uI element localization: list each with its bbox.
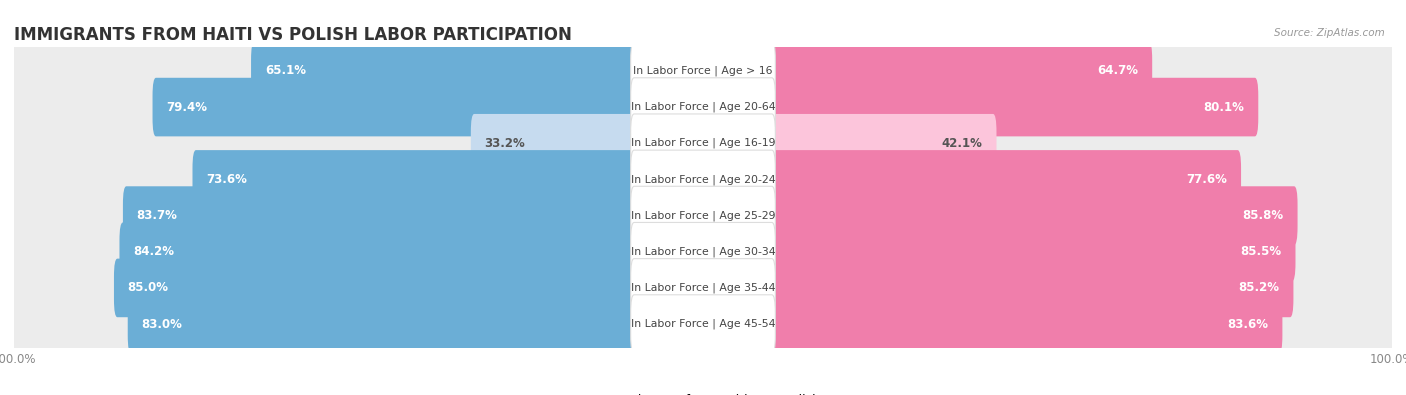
FancyBboxPatch shape bbox=[252, 41, 706, 100]
FancyBboxPatch shape bbox=[631, 41, 775, 100]
FancyBboxPatch shape bbox=[11, 115, 1395, 171]
Text: 84.2%: 84.2% bbox=[134, 245, 174, 258]
FancyBboxPatch shape bbox=[471, 114, 706, 173]
Text: 65.1%: 65.1% bbox=[264, 64, 307, 77]
FancyBboxPatch shape bbox=[700, 114, 997, 173]
FancyBboxPatch shape bbox=[11, 151, 1395, 207]
Text: In Labor Force | Age > 16: In Labor Force | Age > 16 bbox=[633, 66, 773, 76]
FancyBboxPatch shape bbox=[11, 188, 1395, 244]
FancyBboxPatch shape bbox=[11, 224, 1395, 280]
Text: In Labor Force | Age 35-44: In Labor Force | Age 35-44 bbox=[631, 283, 775, 293]
Text: 83.6%: 83.6% bbox=[1227, 318, 1268, 331]
FancyBboxPatch shape bbox=[11, 260, 1395, 316]
Text: 77.6%: 77.6% bbox=[1187, 173, 1227, 186]
Text: 64.7%: 64.7% bbox=[1098, 64, 1139, 77]
FancyBboxPatch shape bbox=[631, 186, 775, 245]
FancyBboxPatch shape bbox=[122, 186, 706, 245]
FancyBboxPatch shape bbox=[700, 295, 1282, 354]
Text: 85.2%: 85.2% bbox=[1239, 281, 1279, 294]
FancyBboxPatch shape bbox=[11, 79, 1395, 135]
FancyBboxPatch shape bbox=[152, 78, 706, 136]
FancyBboxPatch shape bbox=[120, 222, 706, 281]
Text: In Labor Force | Age 20-24: In Labor Force | Age 20-24 bbox=[631, 174, 775, 185]
Text: IMMIGRANTS FROM HAITI VS POLISH LABOR PARTICIPATION: IMMIGRANTS FROM HAITI VS POLISH LABOR PA… bbox=[14, 26, 572, 44]
Text: 83.7%: 83.7% bbox=[136, 209, 177, 222]
FancyBboxPatch shape bbox=[700, 78, 1258, 136]
Text: 42.1%: 42.1% bbox=[942, 137, 983, 150]
Text: In Labor Force | Age 16-19: In Labor Force | Age 16-19 bbox=[631, 138, 775, 149]
Text: In Labor Force | Age 25-29: In Labor Force | Age 25-29 bbox=[631, 210, 775, 221]
Text: In Labor Force | Age 20-64: In Labor Force | Age 20-64 bbox=[631, 102, 775, 112]
FancyBboxPatch shape bbox=[114, 259, 706, 317]
Text: 33.2%: 33.2% bbox=[485, 137, 526, 150]
FancyBboxPatch shape bbox=[631, 150, 775, 209]
Text: 85.8%: 85.8% bbox=[1243, 209, 1284, 222]
FancyBboxPatch shape bbox=[700, 259, 1294, 317]
Text: 79.4%: 79.4% bbox=[166, 101, 207, 114]
FancyBboxPatch shape bbox=[631, 222, 775, 281]
FancyBboxPatch shape bbox=[631, 114, 775, 173]
FancyBboxPatch shape bbox=[631, 78, 775, 136]
Text: In Labor Force | Age 30-34: In Labor Force | Age 30-34 bbox=[631, 246, 775, 257]
FancyBboxPatch shape bbox=[700, 41, 1152, 100]
FancyBboxPatch shape bbox=[700, 222, 1295, 281]
FancyBboxPatch shape bbox=[700, 150, 1241, 209]
FancyBboxPatch shape bbox=[631, 295, 775, 354]
Text: 83.0%: 83.0% bbox=[142, 318, 183, 331]
FancyBboxPatch shape bbox=[700, 186, 1298, 245]
Text: 85.0%: 85.0% bbox=[128, 281, 169, 294]
FancyBboxPatch shape bbox=[11, 43, 1395, 99]
Text: In Labor Force | Age 45-54: In Labor Force | Age 45-54 bbox=[631, 319, 775, 329]
Text: 73.6%: 73.6% bbox=[207, 173, 247, 186]
Legend: Immigrants from Haiti, Polish: Immigrants from Haiti, Polish bbox=[585, 394, 821, 395]
Text: Source: ZipAtlas.com: Source: ZipAtlas.com bbox=[1274, 28, 1385, 38]
Text: 85.5%: 85.5% bbox=[1240, 245, 1282, 258]
FancyBboxPatch shape bbox=[631, 259, 775, 317]
FancyBboxPatch shape bbox=[128, 295, 706, 354]
FancyBboxPatch shape bbox=[11, 296, 1395, 352]
Text: 80.1%: 80.1% bbox=[1204, 101, 1244, 114]
FancyBboxPatch shape bbox=[193, 150, 706, 209]
